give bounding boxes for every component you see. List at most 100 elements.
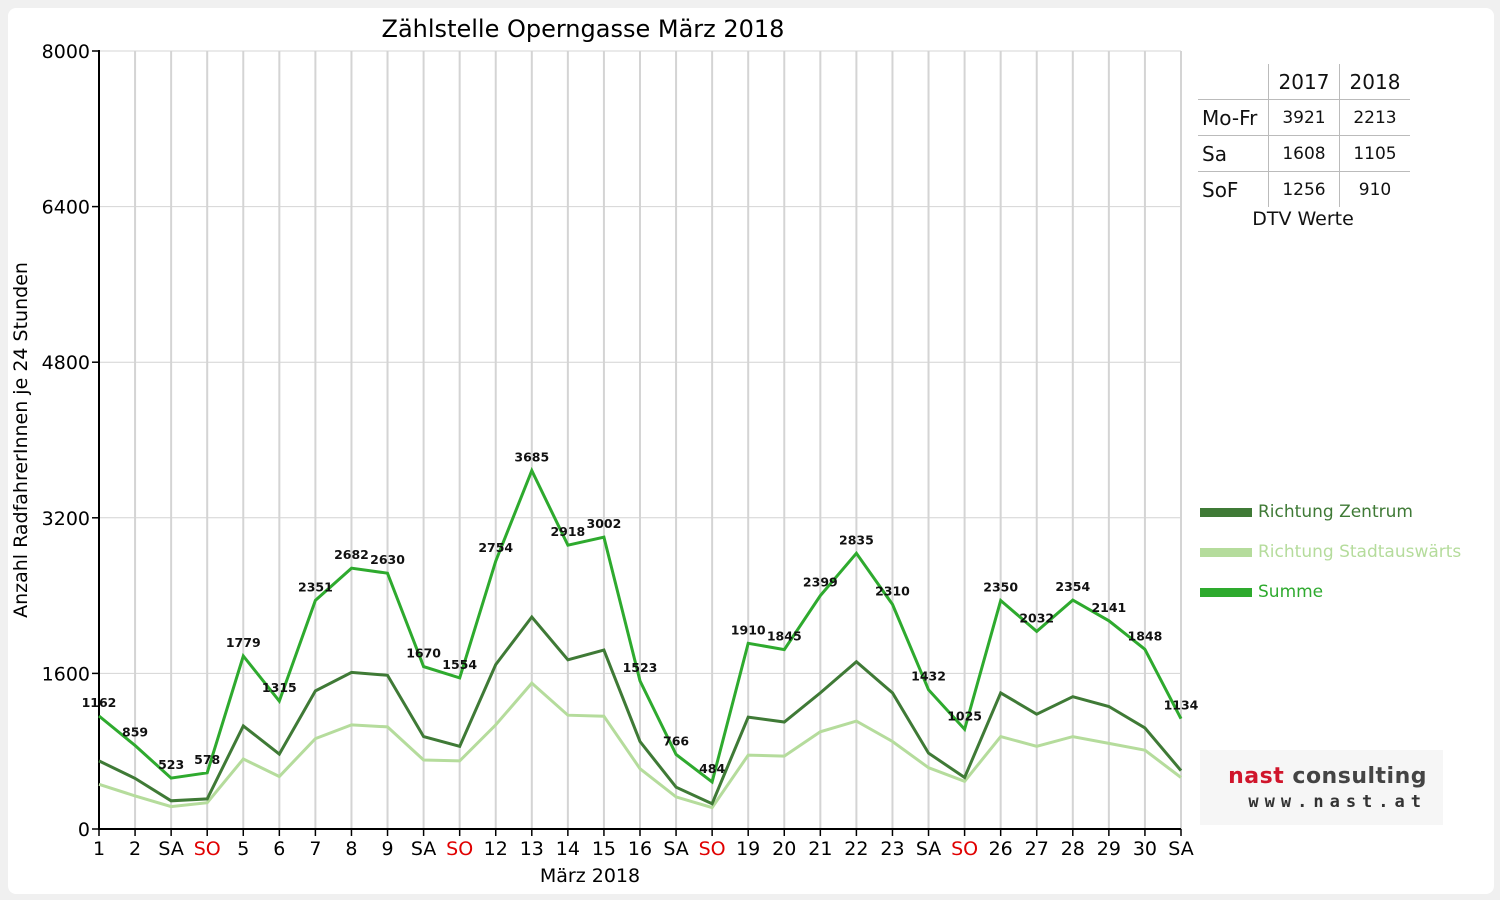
- data-label: 2350: [983, 579, 1018, 594]
- data-label: 2630: [370, 552, 405, 567]
- data-label: 2918: [550, 524, 585, 539]
- data-label: 1523: [623, 660, 658, 675]
- dtv-value-2017: 3921: [1268, 99, 1340, 136]
- data-label: 2682: [334, 547, 369, 562]
- data-label: 1315: [262, 680, 297, 695]
- y-tick-label: 0: [78, 819, 90, 841]
- x-tick-label: SA: [916, 838, 941, 860]
- x-tick-label: 28: [1061, 838, 1085, 860]
- data-label: 2351: [298, 579, 333, 594]
- y-tick-label: 4800: [42, 352, 90, 374]
- dtv-value-2018: 1105: [1339, 135, 1410, 172]
- data-label: 1845: [767, 629, 802, 644]
- y-axis-label: Anzahl RadfahrerInnen je 24 Stunden: [10, 262, 32, 618]
- x-tick-label: SO: [951, 838, 978, 860]
- data-label: 1432: [911, 669, 946, 684]
- x-tick-label: 19: [736, 838, 760, 860]
- x-tick-label: 27: [1025, 838, 1049, 860]
- data-label: 1025: [947, 708, 982, 723]
- legend-label: Summe: [1258, 582, 1324, 602]
- data-label: 2032: [1019, 610, 1054, 625]
- data-label: 2754: [478, 540, 513, 555]
- dtv-header-empty: [1198, 64, 1269, 100]
- x-tick-label: 2: [129, 838, 141, 860]
- dtv-table: 2017 2018 Mo-Fr 3921 2213 Sa 1608 1105 S…: [1198, 64, 1410, 230]
- data-label: 1670: [406, 646, 441, 661]
- dtv-value-2018: 2213: [1339, 99, 1410, 136]
- dtv-row-sa: Sa 1608 1105: [1198, 135, 1410, 172]
- y-tick-label: 1600: [42, 663, 90, 685]
- y-tick-label: 3200: [42, 508, 90, 530]
- logo-url: www.nast.at: [1248, 792, 1427, 812]
- legend-label: Richtung Stadtauswärts: [1258, 542, 1462, 562]
- series-line-zentrum: [98, 614, 1183, 806]
- data-label: 1162: [82, 695, 117, 710]
- legend: Richtung Zentrum Richtung Stadtauswärts …: [1200, 492, 1461, 612]
- x-tick-label: 23: [880, 838, 904, 860]
- legend-item-summe: Summe: [1200, 572, 1461, 612]
- legend-swatch: [1200, 507, 1252, 517]
- dtv-row-label: Mo-Fr: [1198, 99, 1269, 136]
- x-tick-label: 16: [628, 838, 652, 860]
- legend-label: Richtung Zentrum: [1258, 502, 1413, 522]
- data-label: 1554: [442, 657, 477, 672]
- x-axis-label: März 2018: [540, 865, 640, 887]
- data-label: 484: [699, 761, 725, 776]
- data-label: 3685: [514, 450, 549, 465]
- x-tick-label: SO: [446, 838, 473, 860]
- x-tick-label: 1: [93, 838, 105, 860]
- legend-swatch: [1200, 547, 1252, 557]
- dtv-row-mofr: Mo-Fr 3921 2213: [1198, 99, 1410, 136]
- dtv-row-label: Sa: [1198, 135, 1269, 172]
- x-tick-label: 8: [345, 838, 357, 860]
- x-tick-label: 14: [556, 838, 580, 860]
- dtv-header-2018: 2018: [1339, 64, 1410, 100]
- data-label: 1848: [1128, 628, 1163, 643]
- data-label: 2399: [803, 575, 838, 590]
- dtv-value-2017: 1608: [1268, 135, 1340, 172]
- company-logo: nast consulting www.nast.at: [1200, 750, 1443, 825]
- dtv-value-2017: 1256: [1268, 171, 1340, 207]
- x-tick-label: SO: [699, 838, 726, 860]
- x-tick-label: 7: [309, 838, 321, 860]
- data-label: 2835: [839, 532, 874, 547]
- data-label: 2310: [875, 583, 910, 598]
- legend-item-stadtauswaerts: Richtung Stadtauswärts: [1200, 532, 1461, 572]
- dtv-row-label: SoF: [1198, 171, 1269, 207]
- y-tick-label: 8000: [42, 41, 90, 63]
- data-label: 1134: [1164, 698, 1199, 713]
- data-label: 3002: [587, 516, 622, 531]
- logo-wordmark: nast consulting: [1228, 764, 1427, 789]
- x-tick-label: 5: [237, 838, 249, 860]
- x-tick-label: SA: [1168, 838, 1193, 860]
- x-tick-label: 30: [1133, 838, 1157, 860]
- data-label: 1779: [226, 635, 261, 650]
- data-label: 859: [122, 724, 148, 739]
- dtv-header-2017: 2017: [1268, 64, 1340, 100]
- data-label: 1910: [731, 622, 766, 637]
- x-tick-label: 9: [381, 838, 393, 860]
- data-label: 2141: [1091, 600, 1126, 615]
- x-tick-label: 20: [772, 838, 796, 860]
- dtv-value-2018: 910: [1339, 171, 1410, 207]
- x-tick-label: 6: [273, 838, 285, 860]
- series-line-stadtauswaerts: [98, 680, 1182, 810]
- y-tick-label: 6400: [42, 197, 90, 219]
- x-tick-label: 13: [520, 838, 544, 860]
- data-label: 766: [663, 734, 689, 749]
- data-label: 578: [194, 752, 220, 767]
- x-tick-label: 26: [989, 838, 1013, 860]
- x-tick-label: SA: [663, 838, 688, 860]
- legend-swatch: [1200, 587, 1252, 597]
- series-line-summe: [98, 466, 1183, 785]
- x-tick-label: SA: [158, 838, 183, 860]
- x-tick-label: 29: [1097, 838, 1121, 860]
- x-tick-label: SA: [411, 838, 436, 860]
- x-tick-label: 15: [592, 838, 616, 860]
- x-tick-label: 21: [808, 838, 832, 860]
- x-tick-label: 22: [844, 838, 868, 860]
- data-label: 523: [158, 757, 184, 772]
- chart-title: Zählstelle Operngasse März 2018: [382, 15, 785, 43]
- x-tick-label: SO: [194, 838, 221, 860]
